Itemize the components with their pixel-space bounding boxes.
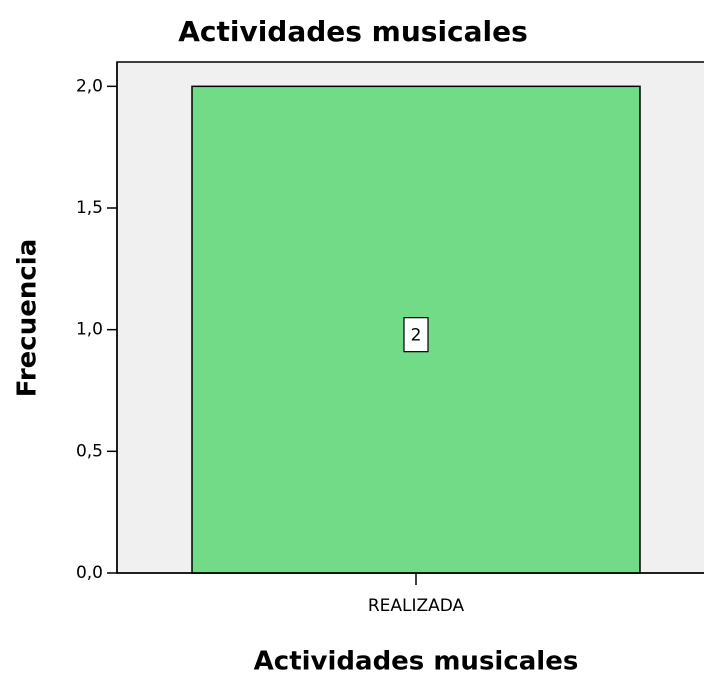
y-tick-label: 0,5 [76,441,103,461]
x-tick-label: REALIZADA [368,596,465,616]
chart-title: Actividades musicales [178,15,528,48]
y-tick-label: 1,0 [76,320,103,340]
data-label: 2 [411,326,422,346]
y-tick-label: 2,0 [76,76,103,96]
bar [191,85,641,574]
y-axis-title: Frecuencia [13,239,43,398]
y-tick-label: 0,0 [76,563,103,583]
y-tick-label: 1,5 [76,198,103,218]
data-label-box [403,317,429,353]
x-axis-title: Actividades musicales [254,647,579,675]
